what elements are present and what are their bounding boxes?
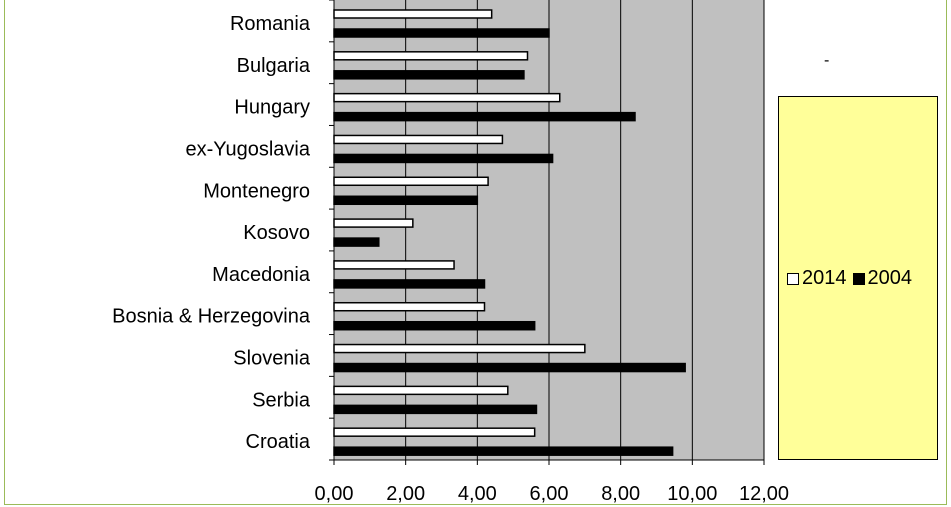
x-tick-label: 4,00	[458, 483, 497, 505]
bar-2014	[333, 301, 486, 312]
legend-swatch-2004	[852, 272, 865, 285]
x-tick-label: 2,00	[386, 483, 425, 505]
legend-dash: -	[824, 52, 830, 69]
legend-swatch-2014	[787, 272, 799, 285]
legend-entry-2014: 2014	[787, 267, 847, 290]
x-tick-label: 10,00	[667, 483, 717, 505]
bar-2004	[333, 237, 380, 247]
category-label: Slovenia	[233, 348, 311, 370]
bar-2014	[333, 9, 493, 19]
bar-2014	[333, 427, 536, 437]
bar-2004	[333, 279, 486, 289]
bar-2014	[333, 134, 504, 145]
category-label: Croatia	[246, 431, 311, 453]
legend-entry-2004: 2004	[852, 267, 913, 290]
bar-2004	[333, 320, 536, 331]
legend: 2014 2004	[778, 96, 938, 460]
bar-2004	[333, 404, 538, 415]
category-label: Macedonia	[212, 264, 311, 286]
category-label: Hungary	[234, 97, 310, 119]
bar-2014	[333, 260, 455, 270]
x-tick-label: 8,00	[601, 483, 640, 505]
x-tick-label: 6,00	[530, 483, 569, 505]
bar-2004	[333, 153, 554, 164]
bar-2014	[333, 92, 561, 103]
legend-row: 2014 2004	[787, 267, 918, 290]
bar-2014	[333, 176, 489, 187]
x-tick-label: 12,00	[739, 483, 789, 505]
category-label: Montenegro	[203, 180, 310, 202]
chart-frame	[4, 0, 947, 505]
legend-label-2004: 2004	[867, 267, 913, 289]
bar-2014	[333, 51, 529, 61]
bar-2004	[333, 446, 674, 456]
bar-2014	[333, 218, 414, 228]
category-label: Bulgaria	[237, 55, 311, 77]
category-label: Serbia	[252, 389, 311, 411]
category-label: Kosovo	[243, 222, 310, 244]
category-label: Romania	[230, 13, 311, 35]
bar-2014	[333, 385, 509, 396]
category-label: ex-Yugoslavia	[185, 138, 310, 160]
legend-label-2014: 2014	[802, 267, 847, 289]
bar-2014	[333, 343, 586, 354]
x-tick-label: 0,00	[315, 483, 354, 505]
bar-2004	[333, 70, 525, 80]
bar-2004	[333, 111, 636, 122]
bar-2004	[333, 28, 550, 38]
bar-2004	[333, 362, 686, 373]
bar-2004	[333, 195, 479, 206]
category-label: Bosnia & Herzegovina	[112, 306, 311, 328]
